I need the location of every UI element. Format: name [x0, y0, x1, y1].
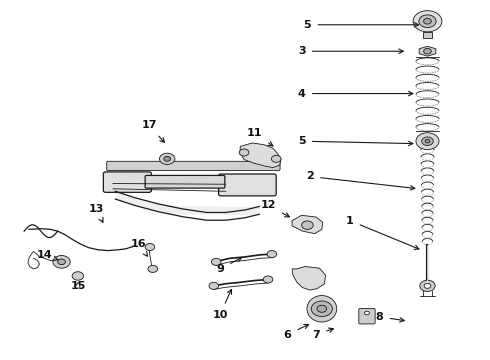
Circle shape	[422, 137, 433, 145]
FancyBboxPatch shape	[219, 174, 276, 196]
Polygon shape	[419, 46, 436, 56]
Circle shape	[267, 251, 277, 258]
Circle shape	[53, 256, 70, 268]
Circle shape	[317, 305, 327, 312]
Polygon shape	[240, 143, 281, 168]
Text: 17: 17	[141, 120, 165, 143]
Circle shape	[365, 311, 369, 315]
FancyBboxPatch shape	[423, 32, 432, 38]
Text: 15: 15	[70, 281, 86, 291]
Text: 12: 12	[260, 201, 290, 217]
FancyBboxPatch shape	[103, 172, 151, 192]
Circle shape	[164, 156, 171, 161]
Text: 1: 1	[346, 216, 419, 249]
Text: 3: 3	[298, 46, 403, 56]
Text: 4: 4	[298, 89, 413, 99]
Circle shape	[271, 155, 281, 162]
Circle shape	[419, 15, 436, 28]
Circle shape	[239, 149, 249, 156]
Circle shape	[413, 11, 442, 32]
Text: 6: 6	[283, 324, 309, 339]
Circle shape	[311, 301, 332, 316]
Circle shape	[58, 259, 65, 265]
Circle shape	[148, 265, 158, 273]
Circle shape	[425, 139, 430, 143]
FancyBboxPatch shape	[107, 161, 280, 171]
Text: 16: 16	[130, 239, 147, 256]
Circle shape	[302, 221, 313, 229]
FancyBboxPatch shape	[145, 175, 225, 188]
Circle shape	[209, 282, 219, 289]
Ellipse shape	[307, 296, 337, 322]
Circle shape	[424, 48, 431, 54]
Text: 13: 13	[89, 204, 104, 222]
Circle shape	[211, 258, 221, 265]
Circle shape	[72, 272, 84, 280]
Text: 8: 8	[375, 312, 404, 322]
Text: 11: 11	[247, 129, 273, 146]
Circle shape	[145, 243, 155, 251]
Text: 5: 5	[298, 136, 413, 146]
Text: 10: 10	[212, 289, 232, 320]
FancyBboxPatch shape	[359, 309, 375, 324]
Circle shape	[160, 153, 175, 165]
Text: 2: 2	[306, 171, 415, 190]
Text: 7: 7	[312, 328, 333, 339]
Circle shape	[424, 283, 431, 288]
Text: 5: 5	[304, 20, 418, 30]
Circle shape	[424, 18, 431, 24]
Polygon shape	[292, 215, 323, 234]
Polygon shape	[292, 266, 326, 290]
Circle shape	[263, 276, 273, 283]
Circle shape	[416, 133, 439, 150]
Circle shape	[420, 280, 435, 292]
Text: 14: 14	[36, 250, 59, 260]
Text: 9: 9	[216, 258, 242, 274]
